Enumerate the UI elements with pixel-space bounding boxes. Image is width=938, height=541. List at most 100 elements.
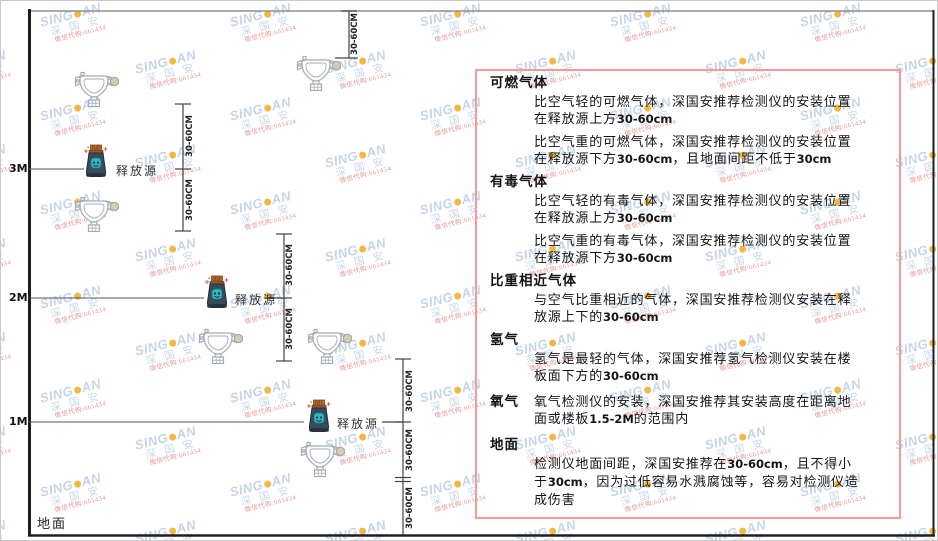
watermark-cn-text: 深 国 安 xyxy=(904,62,938,86)
brand-dot-icon xyxy=(643,9,652,18)
watermark-cn-text: 深 国 安 xyxy=(334,249,388,274)
brand-dot-icon xyxy=(263,479,272,488)
release-source-icon xyxy=(306,399,332,442)
brand-dot-icon xyxy=(358,526,367,535)
watermark-cn-text: 深 国 安 xyxy=(239,484,293,509)
watermark-cn-text: 深 国 安 xyxy=(525,525,605,540)
brand-dot-icon xyxy=(928,338,937,347)
watermark-cn-text: 深 国 安 xyxy=(904,156,938,180)
brand-dot-icon xyxy=(738,526,747,535)
brand-dot-icon xyxy=(168,244,177,253)
brand-dot-icon xyxy=(263,9,272,18)
section-hydrogen: 氢气 氢气是最轻的气体，深国安推荐氢气检测仪安装在楼板面下方的30-60cm xyxy=(477,331,899,385)
watermark-cn-text: 深 国 安 xyxy=(905,525,937,540)
brand-dot-icon xyxy=(263,197,272,206)
watermark-agent-text: 微信代购:661434 xyxy=(0,352,12,373)
watermark-cn-text: 深 国 安 xyxy=(1,525,35,540)
watermark-cn-text: 深 国 安 xyxy=(334,437,388,462)
height-label-3m: 3M xyxy=(9,162,28,175)
watermark-cn-text: 深 国 安 xyxy=(144,249,198,274)
watermark-cn-text: 深 国 安 xyxy=(49,390,103,415)
watermark-agent-text: 微信代购:661434 xyxy=(433,23,487,44)
section-paragraph: 氢气是最轻的气体，深国安推荐氢气检测仪安装在楼板面下方的30-60cm xyxy=(534,351,852,383)
brand-dot-icon xyxy=(928,526,937,535)
section-similar-density-gas: 比重相近气体 与空气比重相近的气体，深国安推荐检测仪安装在释放源上下的30-60… xyxy=(477,272,899,326)
section-toxic-gas: 有毒气体 比空气轻的有毒气体，深国安推荐检测仪的安装位置在释放源上方30-60c… xyxy=(477,173,899,267)
watermark-cn-text: 深 国 安 xyxy=(335,525,415,540)
watermark-cn-text: 深 国 安 xyxy=(145,525,225,540)
watermark-cn-text: 深 国 安 xyxy=(239,108,293,133)
watermark-cn-text: 深 国 安 xyxy=(334,61,388,86)
ground-label: 地面 xyxy=(37,516,68,531)
watermark-agent-text: 微信代购:661434 xyxy=(243,117,297,138)
watermark-cn-text: 深 国 安 xyxy=(334,155,388,180)
watermark-cn-text: 深 国 安 xyxy=(49,14,103,39)
brand-dot-icon xyxy=(453,385,462,394)
watermark-cn-text: 深 国 安 xyxy=(49,296,103,321)
brand-dot-icon xyxy=(453,103,462,112)
release-source-icon xyxy=(204,275,230,318)
watermark-cn-text: 深 国 安 xyxy=(904,250,938,274)
watermark-cn-text: 深 国 安 xyxy=(0,249,8,273)
section-title: 氢气 xyxy=(490,332,519,347)
brand-dot-icon xyxy=(453,479,462,488)
section-title: 比重相近气体 xyxy=(490,273,577,288)
height-label-2m: 2M xyxy=(9,291,28,304)
watermark-cn-text: 深 国 安 xyxy=(144,437,198,462)
dim-label-30-60cm: 30-60CM xyxy=(285,244,295,286)
watermark-cn-text: 深 国 安 xyxy=(715,525,795,540)
brand-dot-icon xyxy=(358,150,367,159)
watermark-cn-text: 深 国 安 xyxy=(239,202,293,227)
brand-dot-icon xyxy=(358,432,367,441)
watermark-cn-text: 深 国 安 xyxy=(0,437,8,461)
watermark-agent-text: 微信代购:661434 xyxy=(0,70,12,91)
brand-dot-icon xyxy=(453,291,462,300)
brand-dot-icon xyxy=(168,338,177,347)
watermark-agent-text: 微信代购:661434 xyxy=(908,352,938,373)
gas-detector-icon xyxy=(306,328,353,369)
watermark-agent-text: 微信代购:661434 xyxy=(908,70,938,91)
watermark-cn-text: 深 国 安 xyxy=(619,14,673,39)
release-source-label: 释放源 xyxy=(235,293,278,307)
dim-label-30-60cm: 30-60CM xyxy=(405,487,415,529)
brand-dot-icon xyxy=(168,526,177,535)
gas-detector-icon xyxy=(299,441,346,482)
watermark-cn-text: 深 国 安 xyxy=(904,438,938,462)
watermark-agent-text: 微信代购:661434 xyxy=(53,399,107,420)
watermark-agent-text: 微信代购:661434 xyxy=(243,211,297,232)
brand-dot-icon xyxy=(168,150,177,159)
dim-label-30-60cm: 30-60CM xyxy=(350,13,360,55)
section-title: 可燃气体 xyxy=(490,75,548,90)
watermark-agent-text: 微信代购:661434 xyxy=(908,164,938,185)
brand-dot-icon xyxy=(833,9,842,18)
dim-label-30-60cm: 30-60CM xyxy=(185,179,195,221)
watermark-agent-text: 微信代购:661434 xyxy=(53,117,107,138)
brand-dot-icon xyxy=(358,338,367,347)
watermark-agent-text: 微信代购:661434 xyxy=(529,536,606,540)
